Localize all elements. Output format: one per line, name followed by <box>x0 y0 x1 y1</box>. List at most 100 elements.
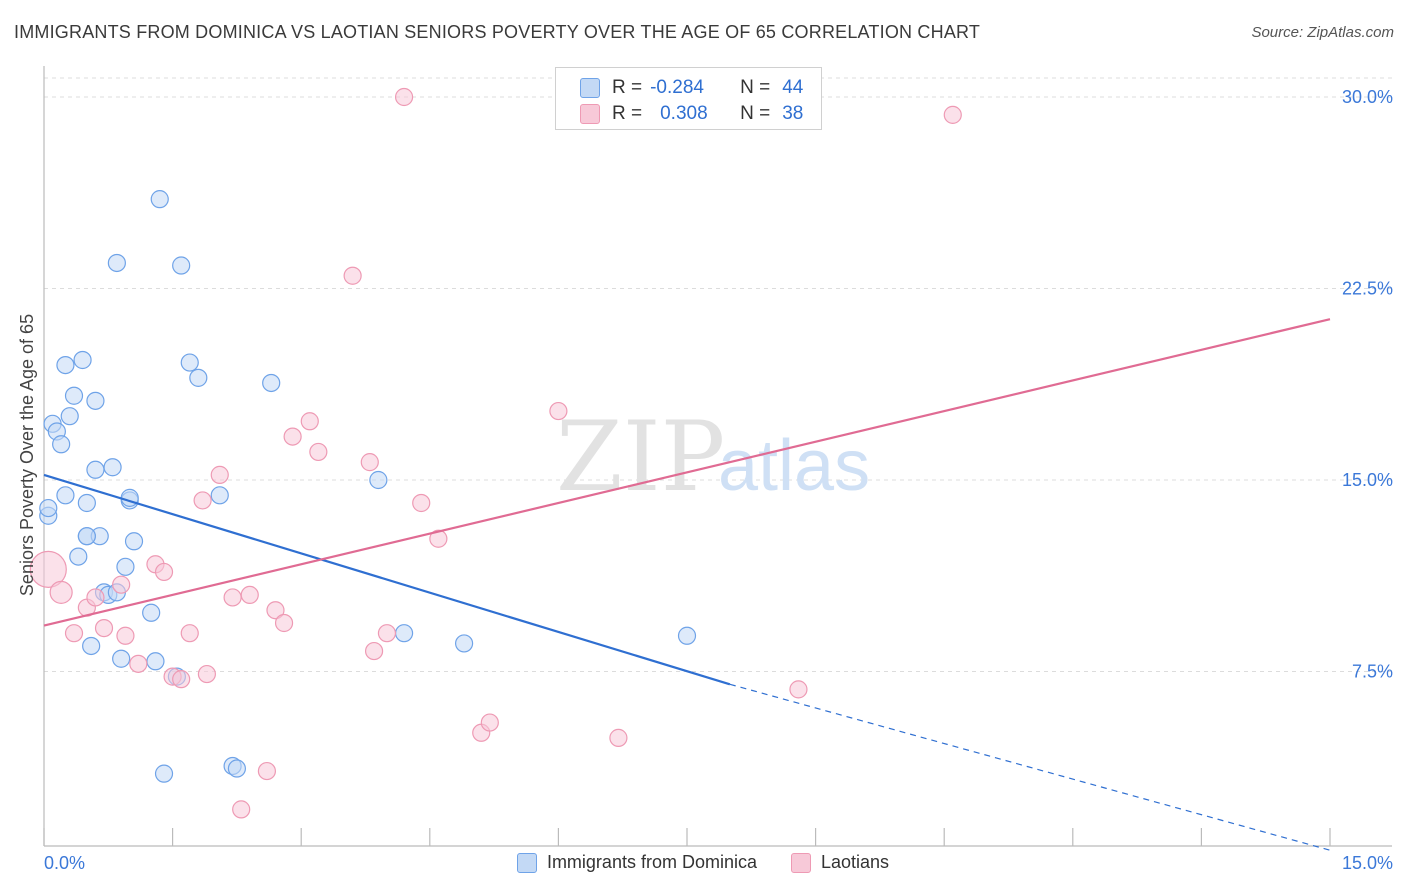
point-dominica <box>210 486 229 505</box>
point-dominica <box>189 368 208 387</box>
point-laotians <box>343 266 362 285</box>
n-label: N = <box>740 103 771 124</box>
point-laotians <box>154 562 174 582</box>
chart-title: IMMIGRANTS FROM DOMINICA VS LAOTIAN SENI… <box>14 22 981 42</box>
point-dominica <box>394 624 414 643</box>
point-laotians <box>609 728 628 747</box>
point-laotians <box>412 493 431 513</box>
y-tick-label: 15.0% <box>1342 470 1393 490</box>
point-dominica <box>227 759 246 778</box>
point-dominica <box>69 547 88 566</box>
point-laotians <box>64 624 84 643</box>
point-dominica <box>73 350 92 370</box>
point-dominica <box>77 493 96 513</box>
point-dominica <box>154 764 174 783</box>
point-laotians <box>232 800 251 819</box>
point-dominica <box>60 407 79 426</box>
x-tick-label: 0.0% <box>44 853 85 873</box>
legend-swatch-dominica <box>516 852 537 873</box>
point-laotians <box>274 613 294 633</box>
point-dominica <box>262 373 281 393</box>
point-dominica <box>39 498 58 518</box>
point-dominica <box>454 634 474 653</box>
tick-labels: 7.5% 15.0% 22.5% 30.0% 0.0% 15.0% <box>44 87 1393 873</box>
y-tick-label: 22.5% <box>1342 279 1393 299</box>
trend-line-dominica <box>43 473 731 686</box>
point-laotians <box>257 761 277 781</box>
r-label: R = <box>612 77 643 98</box>
point-laotians <box>172 670 191 689</box>
watermark: ZIP atlas <box>556 401 870 513</box>
point-laotians <box>394 87 414 107</box>
point-laotians <box>116 626 135 645</box>
point-dominica <box>180 353 199 372</box>
n-value: 44 <box>782 77 804 98</box>
point-laotians <box>300 412 319 431</box>
stats-legend: R = -0.284 N = 44 R = 0.308 N = 38 <box>555 67 822 130</box>
data-points <box>29 87 962 819</box>
point-laotians <box>364 641 384 661</box>
point-dominica <box>124 532 144 551</box>
y-tick-label: 7.5% <box>1352 662 1393 682</box>
point-laotians <box>266 601 285 620</box>
stats-row-dominica: R = -0.284 N = 44 <box>580 76 803 100</box>
point-laotians <box>480 713 499 732</box>
point-laotians <box>283 427 302 446</box>
point-laotians <box>360 453 379 472</box>
point-laotians <box>429 529 448 548</box>
n-label: N = <box>740 77 771 98</box>
point-dominica <box>107 253 126 273</box>
watermark-atlas: atlas <box>718 426 870 506</box>
r-value: -0.284 <box>650 77 704 98</box>
point-dominica <box>142 603 161 622</box>
point-laotians <box>309 442 328 462</box>
point-dominica <box>677 626 697 645</box>
y-axis-label: Seniors Poverty Over the Age of 65 <box>17 314 37 596</box>
point-laotians <box>94 618 114 638</box>
point-laotians <box>180 624 199 643</box>
point-dominica <box>369 470 388 490</box>
axes <box>43 66 1392 847</box>
watermark-zip: ZIP <box>556 401 725 513</box>
point-dominica <box>82 636 101 656</box>
point-dominica <box>146 652 165 671</box>
point-dominica <box>77 527 96 546</box>
legend-item-dominica[interactable]: Immigrants from Dominica <box>516 852 757 873</box>
point-laotians <box>29 550 67 588</box>
point-laotians <box>112 575 131 594</box>
point-dominica <box>112 649 131 668</box>
point-laotians <box>86 588 105 607</box>
legend-label-dominica: Immigrants from Dominica <box>546 852 757 872</box>
point-dominica <box>103 458 122 477</box>
point-laotians <box>193 491 212 510</box>
point-dominica <box>56 486 75 505</box>
point-laotians <box>377 624 397 643</box>
point-laotians <box>49 580 73 604</box>
point-dominica <box>52 435 71 454</box>
legend-swatch-laotians <box>790 852 811 873</box>
trend-line-dominica-extension <box>729 683 1331 851</box>
legend-label-laotians: Laotians <box>820 852 890 872</box>
legend-item-laotians[interactable]: Laotians <box>790 852 890 873</box>
y-tick-label: 30.0% <box>1342 87 1393 107</box>
point-laotians <box>240 585 259 605</box>
r-label: R = <box>612 103 643 124</box>
point-dominica <box>56 356 75 375</box>
point-laotians <box>789 680 808 699</box>
point-laotians <box>197 664 216 684</box>
trend-line-laotians <box>43 318 1331 627</box>
point-dominica <box>86 391 105 410</box>
point-dominica <box>86 460 105 479</box>
point-laotians <box>129 654 148 673</box>
swatch-dominica <box>580 78 600 98</box>
swatch-laotians <box>580 104 600 124</box>
point-laotians <box>549 401 568 421</box>
n-value: 38 <box>782 103 804 124</box>
x-tick-label: 15.0% <box>1342 853 1393 873</box>
point-dominica <box>64 386 84 405</box>
point-laotians <box>210 465 229 484</box>
stats-row-laotians: R = 0.308 N = 38 <box>580 102 803 126</box>
r-value: 0.308 <box>660 103 708 124</box>
point-dominica <box>150 190 169 209</box>
